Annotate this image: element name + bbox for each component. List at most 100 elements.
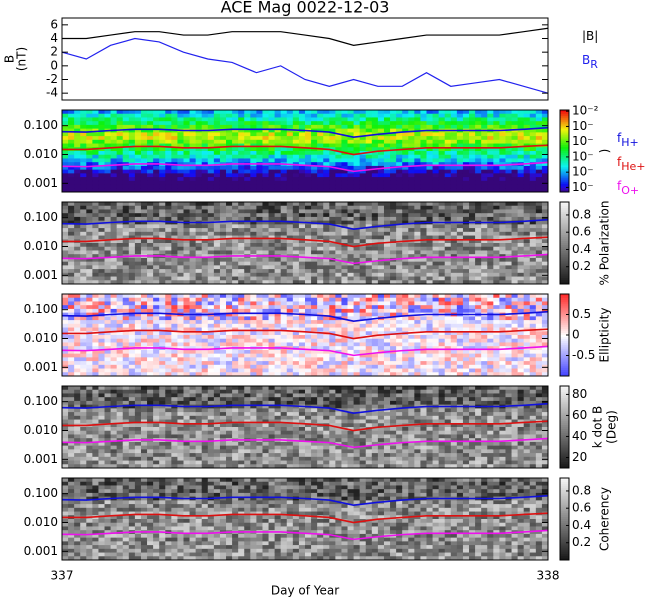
spectrogram-cell	[287, 269, 294, 273]
spectrogram-cell	[111, 350, 118, 354]
spectrogram-cell	[165, 121, 172, 125]
spectrogram-cell	[390, 136, 397, 140]
spectrogram-cell	[129, 232, 136, 236]
spectrogram-cell	[408, 309, 415, 313]
spectrogram-cell	[190, 369, 197, 373]
spectrogram-cell	[190, 243, 197, 247]
spectrogram-cell	[384, 173, 391, 177]
spectrogram-cell	[305, 269, 312, 273]
spectrogram-cell	[250, 258, 257, 262]
spectrogram-cell	[153, 202, 160, 206]
spectrogram-cell	[469, 166, 476, 170]
spectrogram-cell	[262, 365, 269, 369]
spectrogram-cell	[293, 365, 300, 369]
spectrogram-cell	[220, 209, 227, 213]
spectrogram-cell	[439, 224, 446, 228]
spectrogram-cell	[238, 121, 245, 125]
spectrogram-cell	[256, 250, 263, 254]
spectrogram-cell	[153, 206, 160, 210]
spectrogram-cell	[92, 354, 99, 358]
spectrogram-cell	[135, 247, 142, 251]
spectrogram-cell	[153, 277, 160, 281]
spectrogram-cell	[171, 224, 178, 228]
spectrogram-cell	[147, 294, 154, 298]
spectrogram-cell	[341, 202, 348, 206]
spectrogram-cell	[341, 369, 348, 373]
spectrogram-cell	[244, 140, 251, 144]
spectrogram-cell	[348, 277, 355, 281]
spectrogram-cell	[329, 151, 336, 155]
spectrogram-cell	[524, 224, 531, 228]
spectrogram-cell	[420, 158, 427, 162]
spectrogram-cell	[445, 155, 452, 159]
spectrogram-cell	[74, 155, 81, 159]
spectrogram-cell	[226, 125, 233, 129]
spectrogram-cell	[287, 173, 294, 177]
spectrogram-cell	[74, 262, 81, 266]
spectrogram-cell	[202, 217, 209, 221]
spectrogram-cell	[524, 155, 531, 159]
spectrogram-cell	[311, 365, 318, 369]
spectrogram-cell	[135, 250, 142, 254]
spectrogram-cell	[269, 250, 276, 254]
spectrogram-cell	[348, 369, 355, 373]
spectrogram-cell	[329, 346, 336, 350]
spectrogram-cell	[323, 173, 330, 177]
spectrogram-cell	[281, 136, 288, 140]
spectrogram-cell	[499, 273, 506, 277]
spectrogram-cell	[518, 239, 525, 243]
spectrogram-cell	[457, 110, 464, 114]
spectrogram-cell	[92, 173, 99, 177]
spectrogram-cell	[420, 232, 427, 236]
spectrogram-cell	[469, 228, 476, 232]
spectrogram-cell	[190, 206, 197, 210]
spectrogram-cell	[147, 232, 154, 236]
spectrogram-cell	[445, 121, 452, 125]
spectrogram-cell	[518, 224, 525, 228]
spectrogram-cell	[98, 369, 105, 373]
spectrogram-cell	[329, 209, 336, 213]
spectrogram-cell	[457, 273, 464, 277]
spectrogram-cell	[256, 224, 263, 228]
spectrogram-cell	[384, 140, 391, 144]
spectrogram-cell	[68, 136, 75, 140]
spectrogram-cell	[293, 217, 300, 221]
spectrogram-cell	[445, 228, 452, 232]
spectrogram-cell	[469, 277, 476, 281]
spectrogram-cell	[445, 269, 452, 273]
spectrogram-cell	[493, 224, 500, 228]
spectrogram-cell	[92, 213, 99, 217]
spectrogram-cell	[414, 305, 421, 309]
spectrogram-cell	[469, 258, 476, 262]
spectrogram-cell	[536, 140, 543, 144]
spectrogram-cell	[335, 342, 342, 346]
spectrogram-cell	[335, 273, 342, 277]
colorbar-tick-label: 0.2	[572, 259, 591, 273]
spectrogram-cell	[396, 162, 403, 166]
spectrogram-cell	[177, 273, 184, 277]
spectrogram-cell	[244, 342, 251, 346]
spectrogram-cell	[159, 121, 166, 125]
spectrogram-cell	[463, 114, 470, 118]
spectrogram-cell	[287, 361, 294, 365]
spectrogram-cell	[390, 324, 397, 328]
spectrogram-cell	[281, 243, 288, 247]
spectrogram-cell	[214, 365, 221, 369]
spectrogram-cell	[530, 273, 537, 277]
spectrogram-cell	[469, 181, 476, 185]
spectrogram-cell	[202, 350, 209, 354]
spectrogram-cell	[378, 354, 385, 358]
spectrogram-cell	[463, 269, 470, 273]
spectrogram-cell	[311, 170, 318, 174]
spectrogram-cell	[512, 202, 519, 206]
spectrogram-cell	[202, 301, 209, 305]
spectrogram-cell	[74, 144, 81, 148]
spectrogram-cell	[457, 209, 464, 213]
spectrogram-cell	[208, 117, 215, 121]
spectrogram-cell	[536, 147, 543, 151]
spectrogram-cell	[311, 209, 318, 213]
spectrogram-cell	[74, 301, 81, 305]
spectrogram-cell	[305, 305, 312, 309]
spectrogram-cell	[305, 155, 312, 159]
spectrogram-cell	[311, 177, 318, 181]
